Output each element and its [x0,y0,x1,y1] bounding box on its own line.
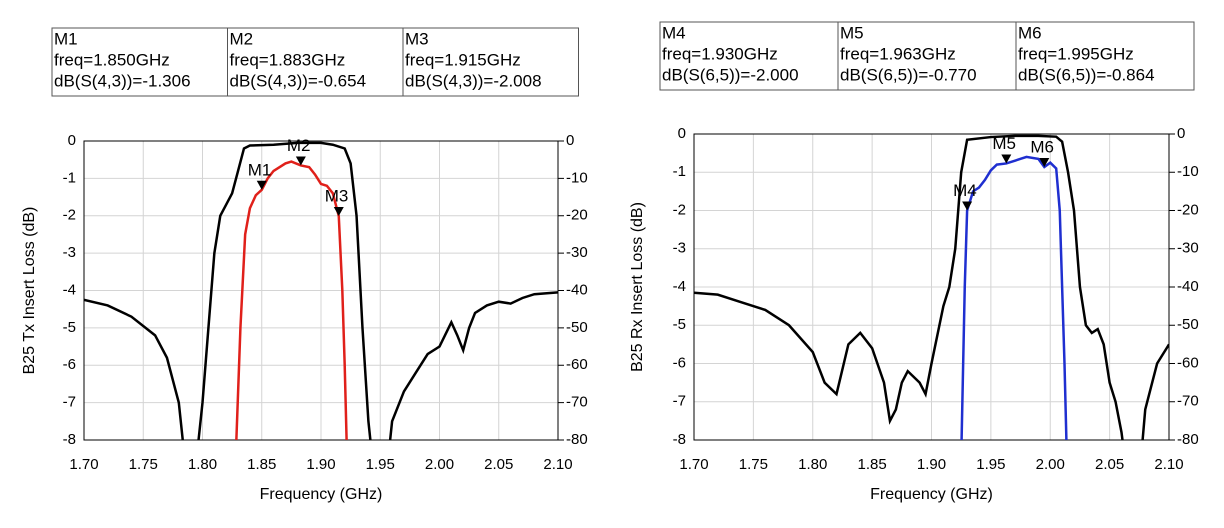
y2-tick-label: -70 [1177,393,1199,410]
marker-table-freq: freq=1.963GHz [840,44,956,63]
marker-label: M3 [325,187,349,206]
y-tick-label: -6 [673,354,686,371]
y-tick-label: 0 [68,132,76,149]
x-tick-label: 2.05 [1095,456,1124,473]
y-tick-label: -8 [673,431,686,448]
marker [1001,154,1012,164]
marker-table-freq: freq=1.995GHz [1018,44,1134,63]
y2-tick-label: -80 [1177,431,1199,448]
y2-tick-label: 0 [566,132,574,149]
marker-table-freq: freq=1.930GHz [662,44,778,63]
x-tick-label: 1.75 [129,456,158,473]
y-tick-label: -5 [673,316,686,333]
marker-table-name: M2 [230,29,254,48]
marker [962,201,973,211]
marker [295,156,306,166]
y-tick-label: -1 [63,169,76,186]
y-tick-label: -3 [673,240,686,257]
marker-table-freq: freq=1.915GHz [405,50,521,69]
marker-label: M6 [1030,138,1054,157]
y2-tick-label: -60 [566,356,588,373]
y2-tick-label: -70 [566,394,588,411]
y-tick-label: -2 [673,201,686,218]
marker-table-name: M1 [54,29,78,48]
y2-tick-label: -20 [1177,201,1199,218]
marker [256,180,267,190]
y2-tick-label: -50 [1177,316,1199,333]
y-tick-label: -6 [63,356,76,373]
y2-tick-label: -10 [1177,163,1199,180]
y2-tick-label: -30 [1177,240,1199,257]
x-tick-label: 2.10 [543,456,572,473]
marker-table-name: M4 [662,23,686,42]
x-tick-label: 2.00 [425,456,454,473]
y-tick-label: -4 [673,278,686,295]
marker-table-name: M5 [840,23,864,42]
plot-frame [83,140,559,441]
marker-label: M5 [992,134,1016,153]
marker [333,207,344,217]
y-tick-label: -2 [63,207,76,224]
series-line [235,160,348,440]
series-line [694,134,1169,440]
x-tick-label: 2.05 [484,456,513,473]
x-tick-label: 1.80 [188,456,217,473]
x-tick-label: 2.10 [1154,456,1183,473]
marker-table-freq: freq=1.850GHz [54,50,170,69]
x-tick-label: 1.85 [247,456,276,473]
marker-table-value: dB(S(4,3))=-1.306 [54,71,191,90]
y-axis-label: B25 Tx Insert Loss (dB) [21,207,38,375]
x-axis-label: Frequency (GHz) [870,486,993,503]
marker [1039,158,1050,168]
x-tick-label: 1.70 [679,456,708,473]
y-tick-label: 0 [678,125,686,142]
marker-table-freq: freq=1.883GHz [230,50,346,69]
marker-label: M1 [248,160,272,179]
marker-table-value: dB(S(4,3))=-0.654 [230,71,367,90]
y-tick-label: -5 [63,319,76,336]
y2-tick-label: -10 [566,169,588,186]
y2-tick-label: -20 [566,207,588,224]
x-tick-label: 1.90 [917,456,946,473]
marker-table-name: M6 [1018,23,1042,42]
marker-label: M4 [953,181,977,200]
y2-tick-label: -80 [566,431,588,448]
marker-table-value: dB(S(4,3))=-2.008 [405,71,542,90]
marker-table-cell [402,27,579,97]
marker-table-name: M3 [405,29,429,48]
plot-frame [693,133,1170,441]
y-tick-label: -7 [63,394,76,411]
y2-tick-label: -60 [1177,354,1199,371]
x-tick-label: 1.95 [976,456,1005,473]
x-tick-label: 1.70 [69,456,98,473]
y2-tick-label: -50 [566,319,588,336]
marker-table-cell [1015,21,1195,91]
series-line [960,155,1068,440]
x-tick-label: 2.00 [1036,456,1065,473]
y2-tick-label: 0 [1177,125,1185,142]
y-axis-label: B25 Rx Insert Loss (dB) [629,202,646,372]
y-tick-label: -7 [673,393,686,410]
y2-tick-label: -30 [566,244,588,261]
y-tick-label: -8 [63,431,76,448]
series-line [84,141,558,440]
marker-table-cell [837,21,1017,91]
y-tick-label: -1 [673,163,686,180]
x-tick-label: 1.85 [858,456,887,473]
y2-tick-label: -40 [1177,278,1199,295]
x-tick-label: 1.75 [739,456,768,473]
x-tick-label: 1.90 [306,456,335,473]
y-tick-label: -4 [63,281,76,298]
marker-table-value: dB(S(6,5))=-2.000 [662,65,799,84]
x-tick-label: 1.95 [366,456,395,473]
marker-label: M2 [287,136,311,155]
y-tick-label: -3 [63,244,76,261]
x-tick-label: 1.80 [798,456,827,473]
y2-tick-label: -40 [566,281,588,298]
x-axis-label: Frequency (GHz) [260,486,383,503]
marker-table-value: dB(S(6,5))=-0.864 [1018,65,1155,84]
marker-table-value: dB(S(6,5))=-0.770 [840,65,977,84]
